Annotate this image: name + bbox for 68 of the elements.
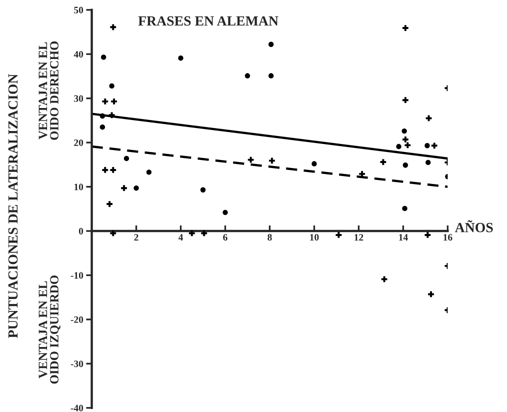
x-axis-title: AÑOS xyxy=(454,220,493,232)
x-tick-label: 16 xyxy=(444,234,452,241)
y-tick-label: 0 xyxy=(78,228,84,234)
x-tick-label: 4 xyxy=(178,234,183,241)
x-tick-label: 8 xyxy=(268,234,272,241)
y-tick-label: -30 xyxy=(70,360,84,368)
point xyxy=(146,170,152,175)
point xyxy=(359,171,365,177)
chart-title: FRASES EN ALEMAN xyxy=(138,16,278,26)
point xyxy=(380,159,386,165)
point xyxy=(121,185,127,192)
point xyxy=(244,73,250,78)
point xyxy=(100,54,106,60)
point xyxy=(106,201,113,207)
text: VENTAJA EN EL OIDO IZQUIERDO xyxy=(38,276,60,384)
point xyxy=(102,167,108,173)
point xyxy=(426,115,432,122)
point xyxy=(268,42,274,47)
point xyxy=(109,83,114,89)
point xyxy=(402,162,408,168)
point xyxy=(222,210,228,216)
point xyxy=(402,136,408,142)
point xyxy=(248,156,254,163)
point xyxy=(426,160,431,166)
y-tick-label: -10 xyxy=(70,272,84,279)
point xyxy=(134,186,139,191)
point xyxy=(402,206,408,212)
y-tick-label: 50 xyxy=(74,6,84,14)
point xyxy=(110,167,116,173)
text: VENTAJA EN EL OIDO DERECHO xyxy=(38,41,58,140)
point xyxy=(428,291,434,298)
point xyxy=(201,230,208,236)
point xyxy=(431,142,438,149)
x-tick-label: 10 xyxy=(310,234,319,241)
point xyxy=(402,97,408,104)
point xyxy=(100,113,106,119)
point xyxy=(404,142,411,148)
point xyxy=(336,232,342,238)
point xyxy=(108,112,115,118)
x-tick-label: 14 xyxy=(399,234,408,241)
x-tick-label: 12 xyxy=(354,234,364,241)
y-axis-title: PUNTUACIONES DE LATERALIZACION xyxy=(8,74,18,338)
point xyxy=(110,230,116,236)
point xyxy=(381,276,388,282)
point xyxy=(424,232,431,238)
point xyxy=(269,158,275,164)
y-tick-label: 20 xyxy=(74,139,84,146)
y-tick-label: -40 xyxy=(70,404,84,412)
point xyxy=(200,187,206,192)
point xyxy=(178,55,184,61)
point xyxy=(396,144,402,150)
point xyxy=(102,98,108,104)
point xyxy=(100,124,106,130)
point xyxy=(111,98,117,104)
point xyxy=(402,25,408,31)
point xyxy=(402,128,407,134)
y-tick-label: -20 xyxy=(70,316,84,323)
x-tick-label: 6 xyxy=(223,234,228,241)
point xyxy=(124,156,130,162)
y-tick-label: 10 xyxy=(74,184,84,190)
point xyxy=(424,143,430,148)
point xyxy=(312,161,317,166)
x-tick-label: 2 xyxy=(134,234,138,241)
point xyxy=(188,230,195,236)
y-tick-label: 40 xyxy=(74,51,84,58)
point xyxy=(110,24,116,30)
point xyxy=(268,73,274,78)
y-tick-label: 30 xyxy=(74,95,84,102)
